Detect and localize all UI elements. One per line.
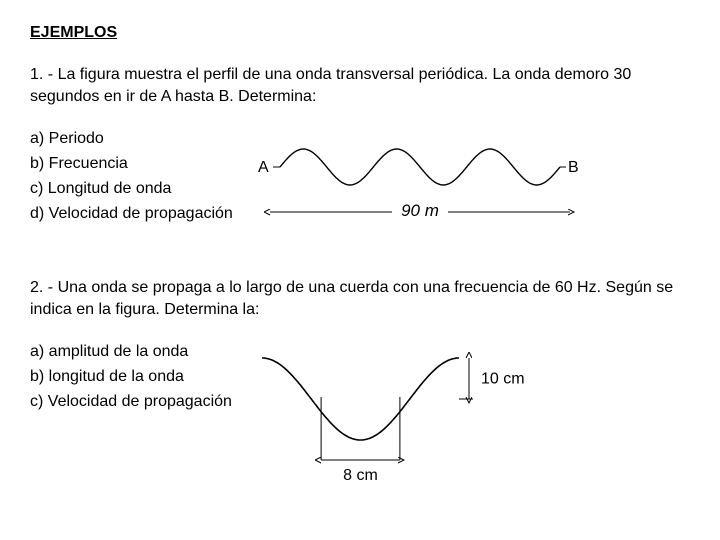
- q2-diagram: 8 cm 10 cm: [244, 340, 690, 490]
- q1-opt-d: d) Velocidad de propagación: [30, 202, 233, 227]
- q1-opt-b: b) Frecuencia: [30, 152, 233, 177]
- q2-wave-svg: 8 cm 10 cm: [244, 340, 554, 490]
- q2-opt-c: c) Velocidad de propagación: [30, 390, 232, 415]
- q1-opt-a: a) Periodo: [30, 127, 233, 152]
- q1-row: a) Periodo b) Frecuencia c) Longitud de …: [30, 127, 690, 237]
- svg-text:90 m: 90 m: [401, 201, 439, 220]
- q2-opt-b: b) longitud de la onda: [30, 365, 232, 390]
- svg-text:10 cm: 10 cm: [481, 371, 525, 388]
- q2-opt-a: a) amplitud de la onda: [30, 340, 232, 365]
- svg-text:8 cm: 8 cm: [343, 467, 378, 484]
- q2-row: a) amplitud de la onda b) longitud de la…: [30, 340, 690, 490]
- q1-diagram: A B 90 m: [245, 127, 690, 237]
- q2-stem: 2. - Una onda se propaga a lo largo de u…: [30, 277, 690, 320]
- q2-options: a) amplitud de la onda b) longitud de la…: [30, 340, 232, 414]
- q1-stem: 1. - La figura muestra el perfil de una …: [30, 64, 690, 107]
- q1-options: a) Periodo b) Frecuencia c) Longitud de …: [30, 127, 233, 226]
- svg-text:B: B: [568, 159, 579, 176]
- q1-opt-c: c) Longitud de onda: [30, 177, 233, 202]
- q1-wave-svg: A B 90 m: [245, 127, 590, 237]
- svg-text:A: A: [258, 159, 269, 176]
- section-title: EJEMPLOS: [30, 24, 690, 42]
